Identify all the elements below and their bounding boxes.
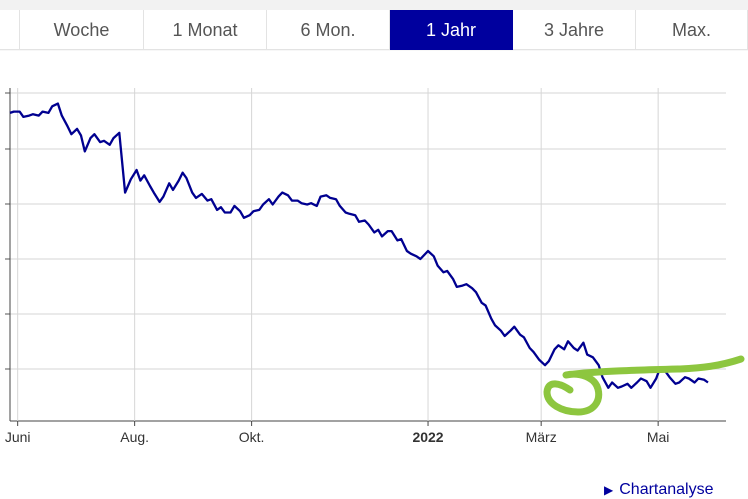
tab-1-year[interactable]: 1 Jahr <box>390 10 513 50</box>
highlight-marker <box>543 355 745 416</box>
x-tick-label: Mai <box>647 429 670 445</box>
chart-analysis-label: Chartanalyse <box>619 481 714 498</box>
x-tick-label: Okt. <box>239 429 265 445</box>
x-axis: Juni Aug. Okt. 2022 März Mai <box>5 421 670 445</box>
series <box>9 102 709 389</box>
time-range-tabs: Woche 1 Monat 6 Mon. 1 Jahr 3 Jahre Max. <box>0 10 748 51</box>
tab-3-years[interactable]: 3 Jahre <box>513 10 636 50</box>
top-strip <box>0 0 748 10</box>
play-arrow-icon: ▶ <box>604 483 614 497</box>
price-series-line <box>9 102 709 389</box>
tab-6-months[interactable]: 6 Mon. <box>267 10 390 50</box>
tab-spacer <box>0 10 20 50</box>
chart-grid <box>5 88 726 422</box>
tab-max[interactable]: Max. <box>636 10 748 50</box>
x-tick-label: März <box>526 429 557 445</box>
x-tick-label: Juni <box>5 429 31 445</box>
tab-1-month[interactable]: 1 Monat <box>144 10 267 50</box>
chart-analysis-link[interactable]: ▶ Chartanalyse <box>604 481 714 499</box>
x-tick-label: Aug. <box>120 429 149 445</box>
tab-week[interactable]: Woche <box>20 10 144 50</box>
x-tick-label: 2022 <box>412 429 443 445</box>
